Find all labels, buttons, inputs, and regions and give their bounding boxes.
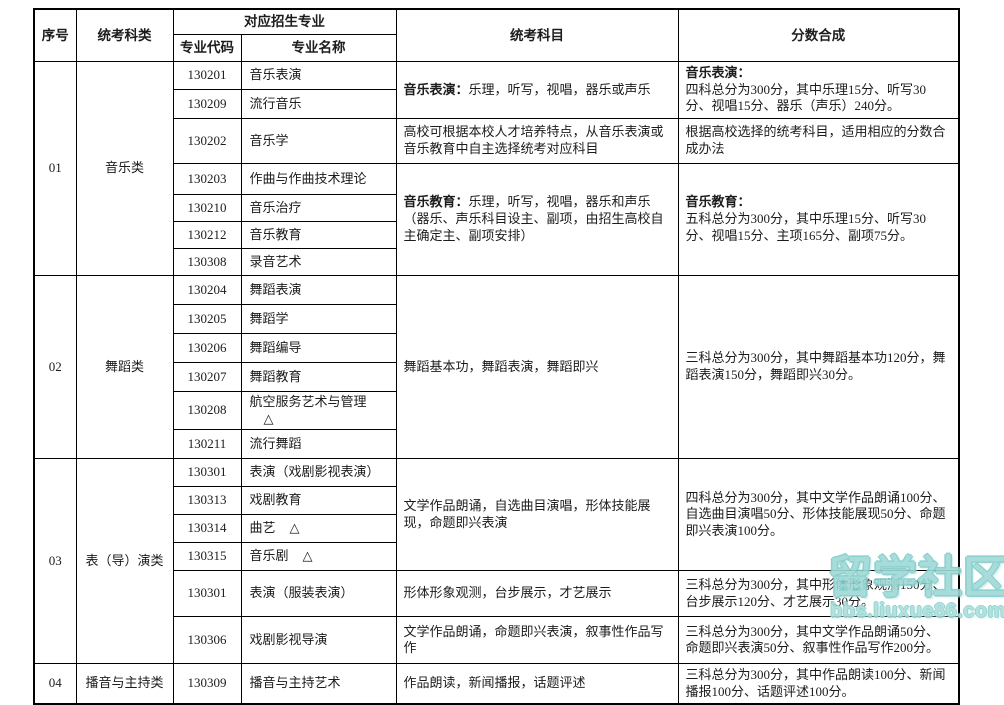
score-cell: 三科总分为300分，其中形体形象观测150分、台步展示120分、才艺展示30分。	[677, 570, 960, 618]
score-lead: 音乐教育：	[685, 194, 751, 210]
major-name-cell: 航空服务艺术与管理△	[240, 390, 397, 431]
major-code-cell: 130208	[172, 390, 242, 431]
seq-cell: 02	[33, 274, 77, 460]
triangle-mark: △	[263, 410, 274, 426]
major-code-cell: 130313	[172, 486, 242, 516]
major-code-cell: 130206	[172, 332, 242, 363]
subjects-cell: 文学作品朗诵，命题即兴表演，叙事性作品写作	[395, 616, 679, 665]
header-seq: 序号	[33, 8, 77, 62]
major-name-cell: 作曲与作曲技术理论	[240, 162, 397, 195]
header-major-name: 专业名称	[240, 34, 397, 62]
category-cell: 播音与主持类	[75, 663, 174, 705]
major-code-cell: 130203	[172, 162, 242, 195]
major-code-cell: 130204	[172, 274, 242, 305]
category-cell: 表（导）演类	[75, 458, 174, 665]
header-major-code: 专业代码	[172, 34, 242, 62]
major-name-cell: 音乐治疗	[240, 193, 397, 222]
major-name-cell: 表演（戏剧影视表演）	[240, 458, 397, 488]
major-code-cell: 130308	[172, 247, 242, 276]
header-majors-group: 对应招生专业	[172, 8, 397, 35]
major-name-cell: 播音与主持艺术	[240, 663, 397, 705]
major-name-cell: 戏剧教育	[240, 486, 397, 516]
major-code-cell: 130205	[172, 303, 242, 334]
category-cell: 音乐类	[75, 61, 174, 276]
header-subjects: 统考科目	[395, 8, 679, 62]
major-code-cell: 130212	[172, 220, 242, 249]
major-name-cell: 曲艺 △	[240, 514, 397, 544]
subjects-cell: 作品朗读，新闻播报，话题评述	[395, 663, 679, 705]
subjects-cell: 形体形象观测，台步展示，才艺展示	[395, 570, 679, 618]
major-name-cell: 音乐剧 △	[240, 542, 397, 572]
header-score: 分数合成	[677, 8, 960, 62]
major-code-cell: 130315	[172, 542, 242, 572]
major-name-cell: 戏剧影视导演	[240, 616, 397, 665]
subjects-lead: 音乐表演：	[403, 81, 469, 97]
subjects-cell: 音乐表演：乐理，听写，视唱，器乐或声乐	[395, 61, 679, 119]
major-name-cell: 音乐表演	[240, 60, 397, 91]
category-cell: 舞蹈类	[75, 274, 174, 460]
score-cell: 音乐表演： 四科总分为300分，其中乐理15分、听写30分、视唱15分、器乐（声乐…	[677, 61, 960, 119]
major-code-cell: 130202	[172, 117, 242, 164]
major-code-cell: 130309	[172, 663, 242, 705]
major-code-cell: 130211	[172, 429, 242, 460]
header-category: 统考科类	[75, 8, 174, 62]
major-name-cell: 舞蹈学	[240, 303, 397, 334]
major-code-cell: 130210	[172, 193, 242, 222]
subjects-lead: 音乐教育：	[403, 194, 469, 210]
major-code-cell: 130207	[172, 361, 242, 392]
major-code-cell: 130301	[172, 458, 242, 488]
subjects-cell: 音乐教育：乐理，听写，视唱，器乐和声乐（器乐、声乐科目设主、副项，由招生高校自主…	[395, 162, 679, 276]
major-name-cell: 舞蹈编导	[240, 332, 397, 363]
major-name-cell: 舞蹈教育	[240, 361, 397, 392]
score-cell: 根据高校选择的统考科目，适用相应的分数合成办法	[677, 117, 960, 164]
exam-majors-table: 序号 统考科类 对应招生专业 统考科目 分数合成 专业代码 专业名称 01 音乐…	[33, 8, 960, 705]
subjects-cell: 舞蹈基本功，舞蹈表演，舞蹈即兴	[395, 274, 679, 460]
major-name-cell: 流行音乐	[240, 89, 397, 119]
seq-cell: 01	[33, 61, 77, 276]
triangle-mark: △	[302, 548, 313, 564]
major-name-cell: 舞蹈表演	[240, 274, 397, 305]
score-cell: 三科总分为300分，其中作品朗读100分、新闻播报100分、话题评述100分。	[677, 663, 960, 705]
score-cell: 音乐教育： 五科总分为300分，其中乐理15分、听写30分、视唱15分、主项165…	[677, 162, 960, 276]
subjects-cell: 文学作品朗诵，自选曲目演唱，形体技能展现，命题即兴表演	[395, 458, 679, 572]
score-lead: 音乐表演：	[685, 65, 751, 80]
major-name-cell: 流行舞蹈	[240, 429, 397, 460]
score-cell: 四科总分为300分，其中文学作品朗诵100分、自选曲目演唱50分、形体技能展现5…	[677, 458, 960, 572]
seq-cell: 03	[33, 458, 77, 665]
major-code-cell: 130314	[172, 514, 242, 544]
major-name-cell: 表演（服装表演）	[240, 570, 397, 618]
major-code-cell: 130301	[172, 570, 242, 618]
major-name-cell: 音乐学	[240, 117, 397, 164]
score-cell: 三科总分为300分，其中舞蹈基本功120分，舞蹈表演150分，舞蹈即兴30分。	[677, 274, 960, 460]
major-code-cell: 130306	[172, 616, 242, 665]
major-name-cell: 录音艺术	[240, 247, 397, 276]
major-code-cell: 130201	[172, 60, 242, 91]
score-cell: 三科总分为300分，其中文学作品朗诵50分、命题即兴表演50分、叙事性作品写作2…	[677, 616, 960, 665]
seq-cell: 04	[33, 663, 77, 705]
major-code-cell: 130209	[172, 89, 242, 119]
triangle-mark: △	[289, 520, 300, 536]
subjects-cell: 高校可根据本校人才培养特点，从音乐表演或音乐教育中自主选择统考对应科目	[395, 117, 679, 164]
major-name-cell: 音乐教育	[240, 220, 397, 249]
